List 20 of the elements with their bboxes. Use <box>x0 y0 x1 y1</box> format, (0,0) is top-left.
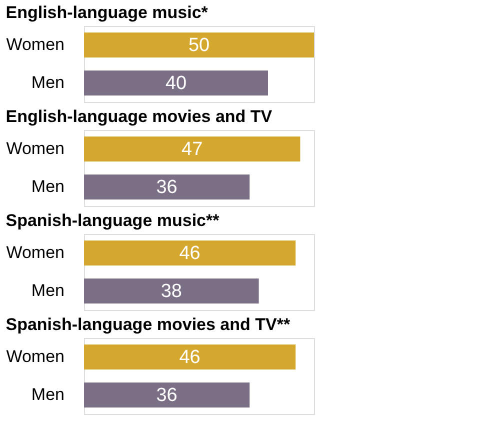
chart-title: English-language movies and TV <box>6 107 273 126</box>
y-tick-label: Women <box>6 243 64 262</box>
y-tick-label: Men <box>31 73 64 92</box>
y-tick-label: Women <box>6 139 64 158</box>
y-tick-label: Women <box>6 347 64 366</box>
chart-title: English-language music* <box>6 3 208 22</box>
data-label: 50 <box>188 35 210 56</box>
data-label: 40 <box>165 73 187 94</box>
chart-title: Spanish-language movies and TV** <box>6 315 290 334</box>
data-label: 47 <box>182 139 203 160</box>
y-tick-label: Men <box>31 385 64 404</box>
data-label: 38 <box>160 281 182 302</box>
y-tick-label: Men <box>31 281 64 300</box>
data-label: 46 <box>179 347 200 368</box>
data-label: 46 <box>179 243 200 264</box>
data-label: 36 <box>156 385 178 406</box>
y-tick-label: Women <box>6 35 64 54</box>
chart-title: Spanish-language music** <box>6 211 220 230</box>
y-tick-label: Men <box>31 177 64 196</box>
data-label: 36 <box>156 177 178 198</box>
